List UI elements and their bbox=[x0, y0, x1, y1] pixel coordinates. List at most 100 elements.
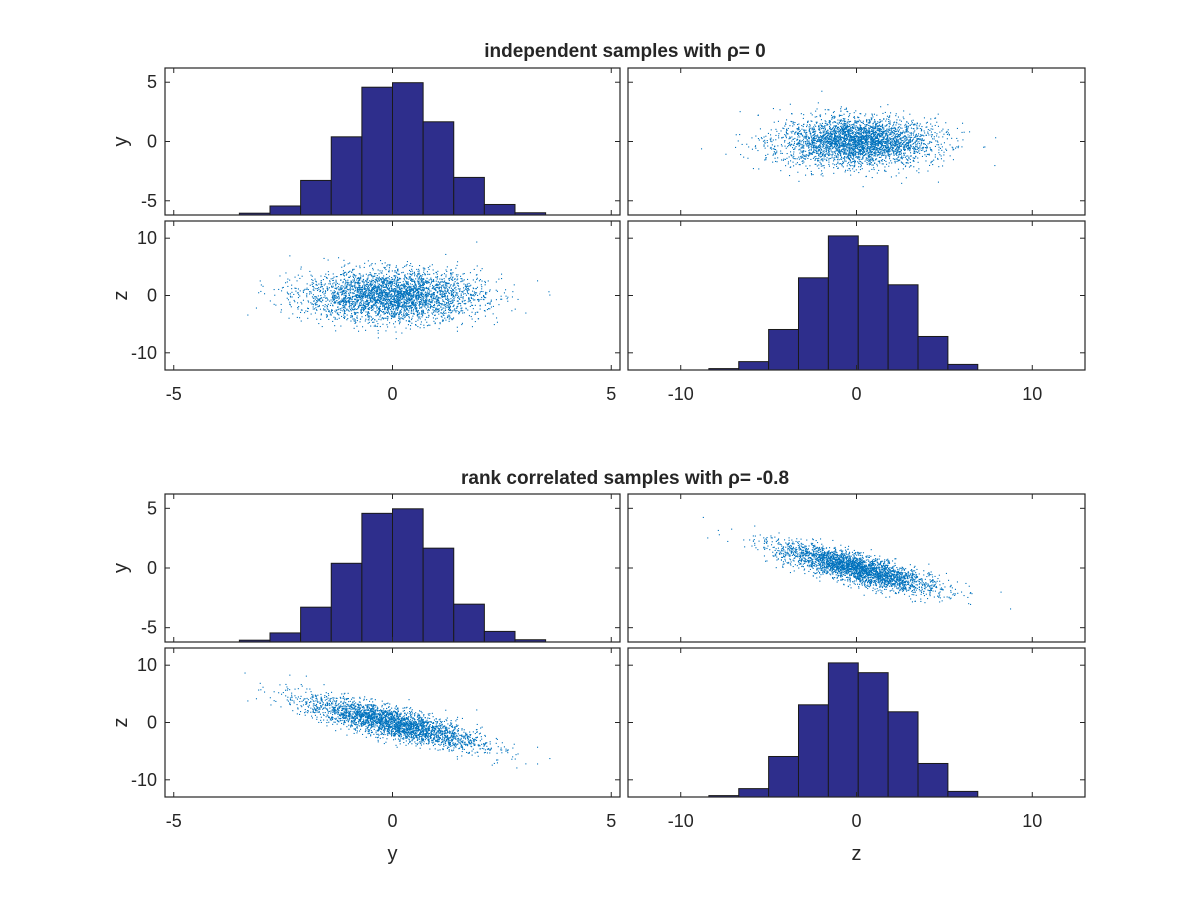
scatter-point bbox=[377, 293, 379, 295]
scatter-point bbox=[871, 157, 873, 159]
scatter-point bbox=[795, 163, 797, 165]
scatter-point bbox=[872, 158, 874, 160]
scatter-point bbox=[806, 140, 808, 142]
scatter-point bbox=[840, 119, 842, 121]
scatter-point bbox=[898, 129, 900, 131]
scatter-point bbox=[942, 136, 944, 138]
scatter-point bbox=[392, 306, 394, 308]
scatter-point bbox=[490, 306, 492, 308]
scatter-point bbox=[831, 147, 833, 149]
scatter-point bbox=[814, 147, 816, 149]
scatter-point bbox=[838, 115, 840, 117]
scatter-point bbox=[813, 147, 815, 149]
scatter-point bbox=[883, 138, 885, 140]
scatter-point bbox=[855, 142, 857, 144]
scatter-point bbox=[862, 137, 864, 139]
scatter-point bbox=[872, 164, 874, 166]
scatter-point bbox=[869, 120, 871, 122]
scatter-point bbox=[821, 155, 823, 157]
scatter-point bbox=[361, 316, 363, 318]
scatter-point bbox=[878, 127, 880, 129]
scatter-point bbox=[827, 132, 829, 134]
scatter-point bbox=[895, 148, 897, 150]
scatter-point bbox=[855, 156, 857, 158]
scatter-point bbox=[833, 129, 835, 131]
scatter-point bbox=[297, 292, 299, 294]
scatter-point bbox=[874, 133, 876, 135]
scatter-point bbox=[837, 123, 839, 125]
scatter-point bbox=[802, 138, 804, 140]
scatter-point bbox=[855, 125, 857, 127]
scatter-point bbox=[416, 294, 418, 296]
scatter-point bbox=[831, 128, 833, 130]
scatter-point bbox=[848, 158, 850, 160]
scatter-point bbox=[891, 149, 893, 151]
scatter-point bbox=[937, 158, 939, 160]
scatter-point bbox=[868, 170, 870, 172]
scatter-point bbox=[432, 293, 434, 295]
scatter-point bbox=[841, 136, 843, 138]
scatter-point bbox=[876, 163, 878, 165]
scatter-point bbox=[477, 294, 479, 296]
scatter-point bbox=[845, 160, 847, 162]
scatter-point bbox=[828, 148, 830, 150]
scatter-point bbox=[828, 147, 830, 149]
scatter-point bbox=[843, 143, 845, 145]
scatter-point bbox=[868, 138, 870, 140]
scatter-point bbox=[815, 142, 817, 144]
scatter-point bbox=[808, 143, 810, 145]
scatter-point bbox=[403, 298, 405, 300]
scatter-point bbox=[796, 143, 798, 145]
scatter-point bbox=[870, 140, 872, 142]
scatter-point bbox=[916, 135, 918, 137]
scatter-point bbox=[906, 162, 908, 164]
scatter-point bbox=[870, 142, 872, 144]
scatter-point bbox=[872, 143, 874, 145]
scatter-point bbox=[809, 131, 811, 133]
scatter-point bbox=[849, 134, 851, 136]
scatter-point bbox=[894, 140, 896, 142]
scatter-point bbox=[828, 161, 830, 163]
scatter-point bbox=[830, 150, 832, 152]
scatter-point bbox=[810, 135, 812, 137]
scatter-point bbox=[943, 142, 945, 144]
scatter-point bbox=[831, 145, 833, 147]
scatter-point bbox=[355, 296, 357, 298]
scatter-point bbox=[421, 291, 423, 293]
scatter-point bbox=[798, 142, 800, 144]
scatter-point bbox=[815, 146, 817, 148]
scatter-point bbox=[847, 135, 849, 137]
scatter-point bbox=[429, 285, 431, 287]
scatter-point bbox=[939, 147, 941, 149]
scatter-point bbox=[867, 144, 869, 146]
scatter-point bbox=[418, 317, 420, 319]
scatter-point bbox=[867, 122, 869, 124]
scatter-point bbox=[781, 137, 783, 139]
scatter-point bbox=[879, 131, 881, 133]
scatter-point bbox=[910, 165, 912, 167]
scatter-point bbox=[893, 144, 895, 146]
scatter-point bbox=[436, 283, 438, 285]
scatter-point bbox=[402, 296, 404, 298]
scatter-point bbox=[860, 129, 862, 131]
scatter-point bbox=[841, 132, 843, 134]
scatter-point bbox=[835, 155, 837, 157]
scatter-point bbox=[868, 136, 870, 138]
scatter-point bbox=[916, 146, 918, 148]
scatter-point bbox=[876, 143, 878, 145]
scatter-point bbox=[362, 306, 364, 308]
scatter-point bbox=[880, 139, 882, 141]
scatter-point bbox=[871, 133, 873, 135]
scatter-point bbox=[396, 272, 398, 274]
scatter-point bbox=[412, 272, 414, 274]
scatter-point bbox=[860, 140, 862, 142]
scatter-point bbox=[859, 140, 861, 142]
scatter-point bbox=[828, 148, 830, 150]
scatter-point bbox=[399, 322, 401, 324]
scatter-point bbox=[335, 302, 337, 304]
scatter-point bbox=[382, 277, 384, 279]
scatter-point bbox=[910, 132, 912, 134]
scatter-point bbox=[835, 121, 837, 123]
scatter-point bbox=[871, 126, 873, 128]
scatter-point bbox=[861, 142, 863, 144]
